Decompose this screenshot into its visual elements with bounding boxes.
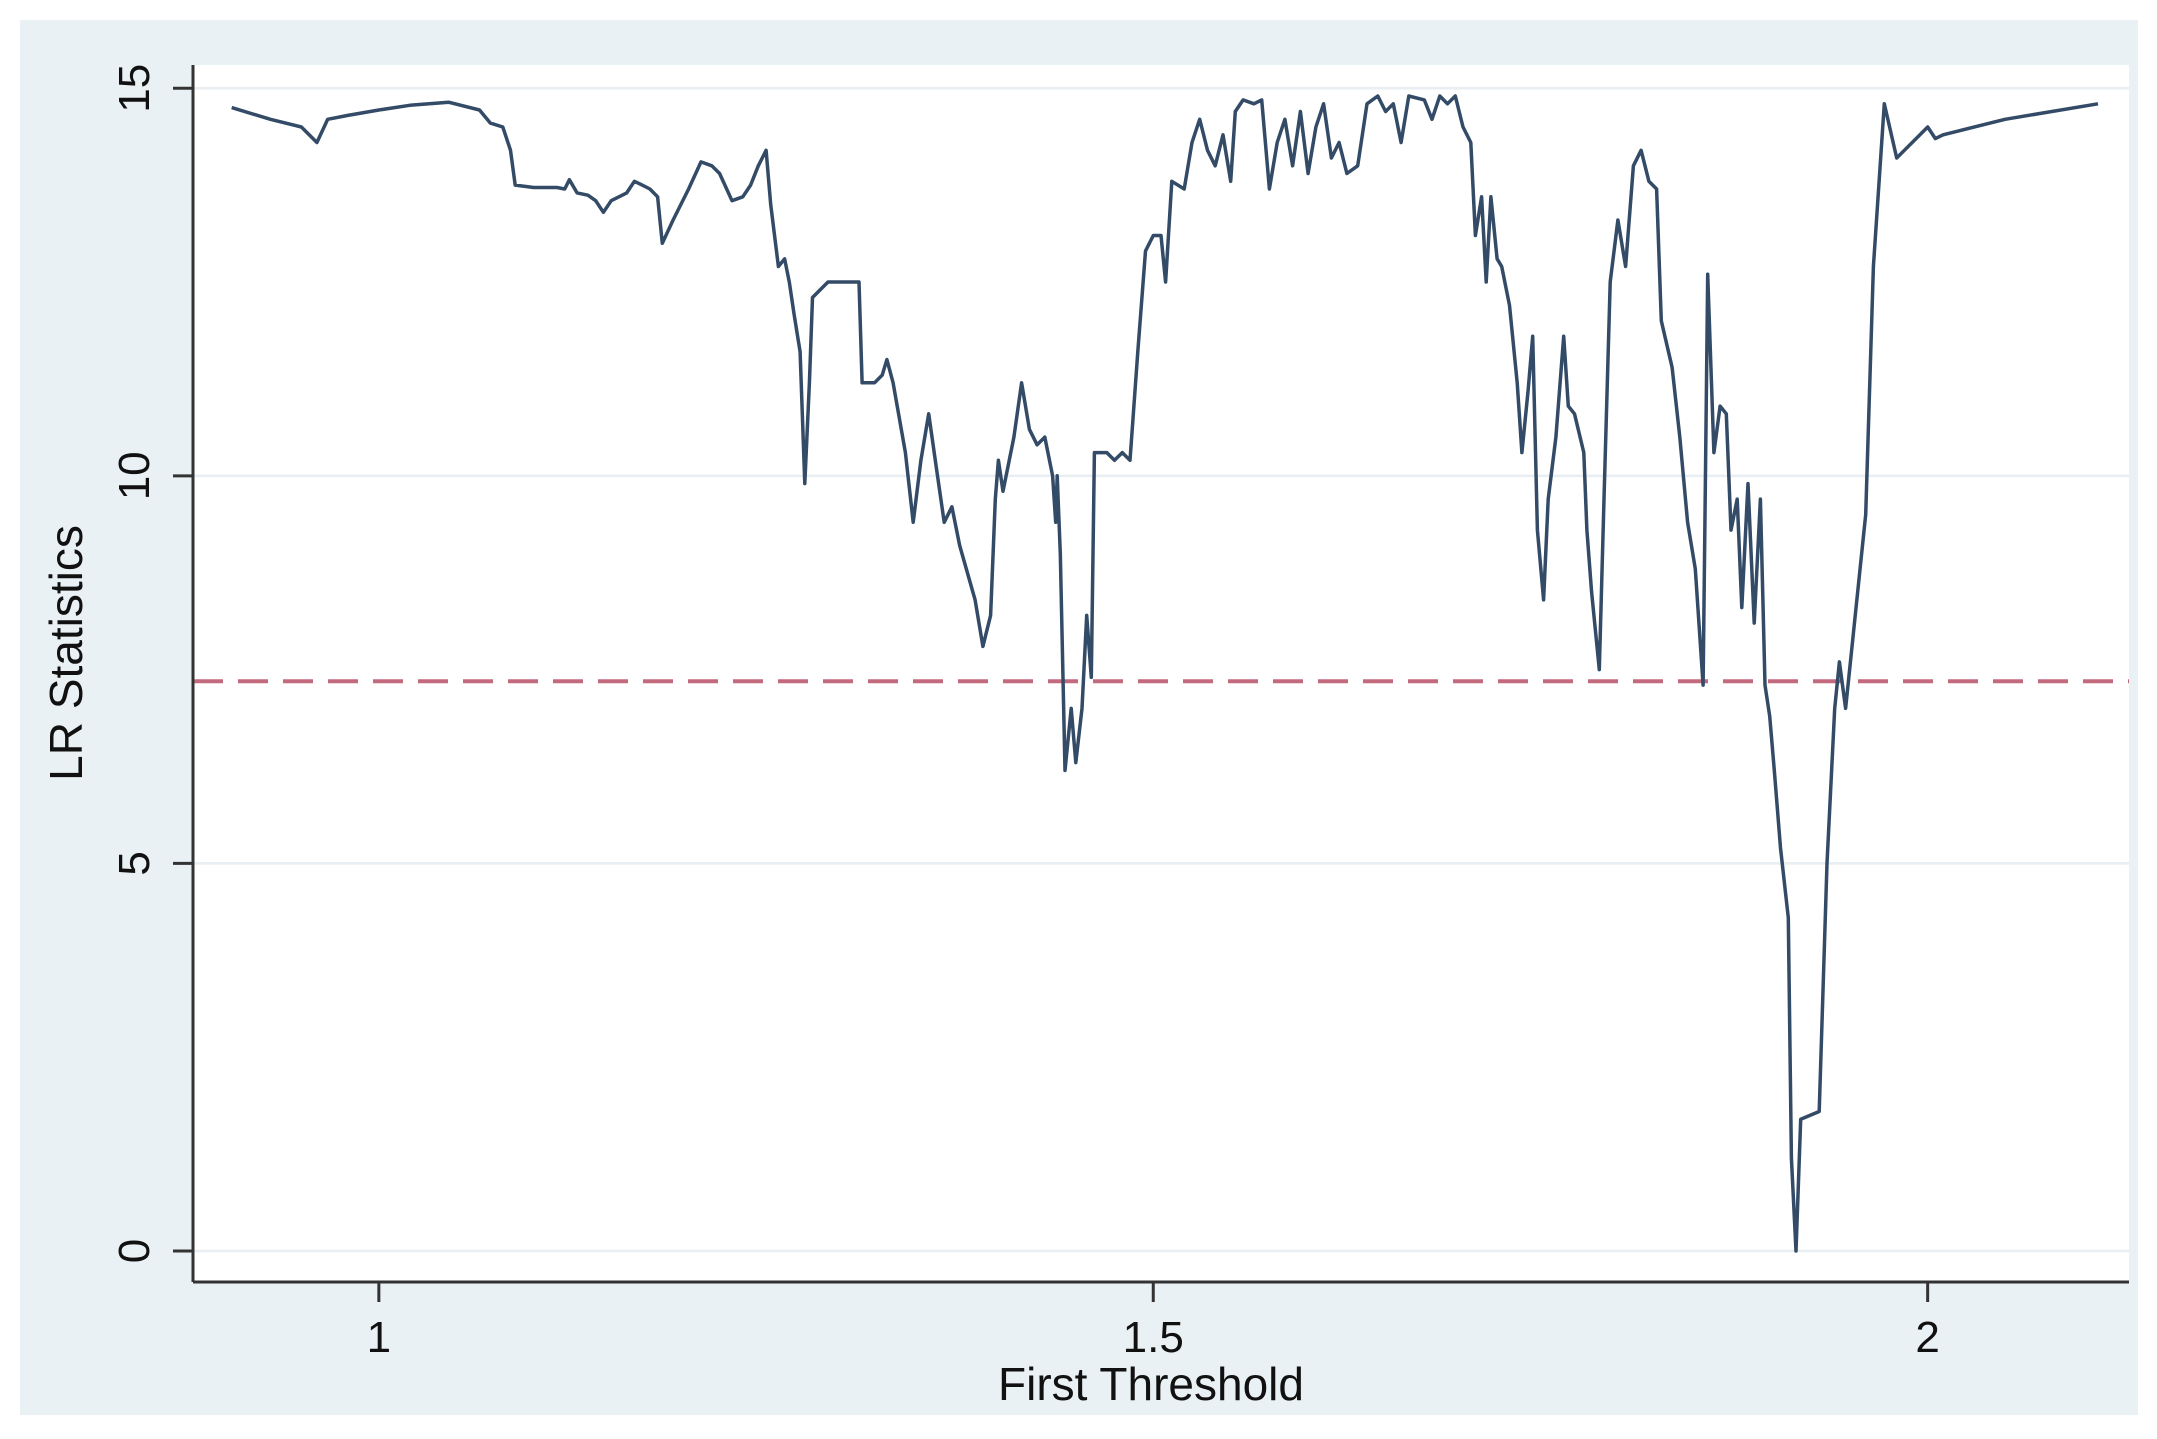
y-axis-title: LR Statistics xyxy=(40,525,92,781)
series-line-0 xyxy=(231,94,2099,1253)
y-tick-label-0: 0 xyxy=(110,1239,159,1263)
x-tick-label-0: 1 xyxy=(367,1313,391,1362)
plot-area xyxy=(193,65,2129,1282)
y-tick-label-1: 5 xyxy=(110,851,159,875)
y-ticks: 0 5 10 15 xyxy=(110,64,193,1263)
chart-frame: 1 1.5 2 0 5 10 15 First Threshold LR Statisti… xyxy=(20,20,2138,1415)
grid-lines xyxy=(193,87,2129,1253)
x-tick-label-1: 1.5 xyxy=(1123,1313,1184,1362)
x-tick-label-2: 2 xyxy=(1915,1313,1939,1362)
series-layer xyxy=(231,94,2099,1253)
y-tick-label-3: 15 xyxy=(110,64,159,113)
y-tick-label-2: 10 xyxy=(110,451,159,500)
x-ticks: 1 1.5 2 xyxy=(367,1282,1940,1362)
x-axis-title: First Threshold xyxy=(998,1358,1304,1410)
